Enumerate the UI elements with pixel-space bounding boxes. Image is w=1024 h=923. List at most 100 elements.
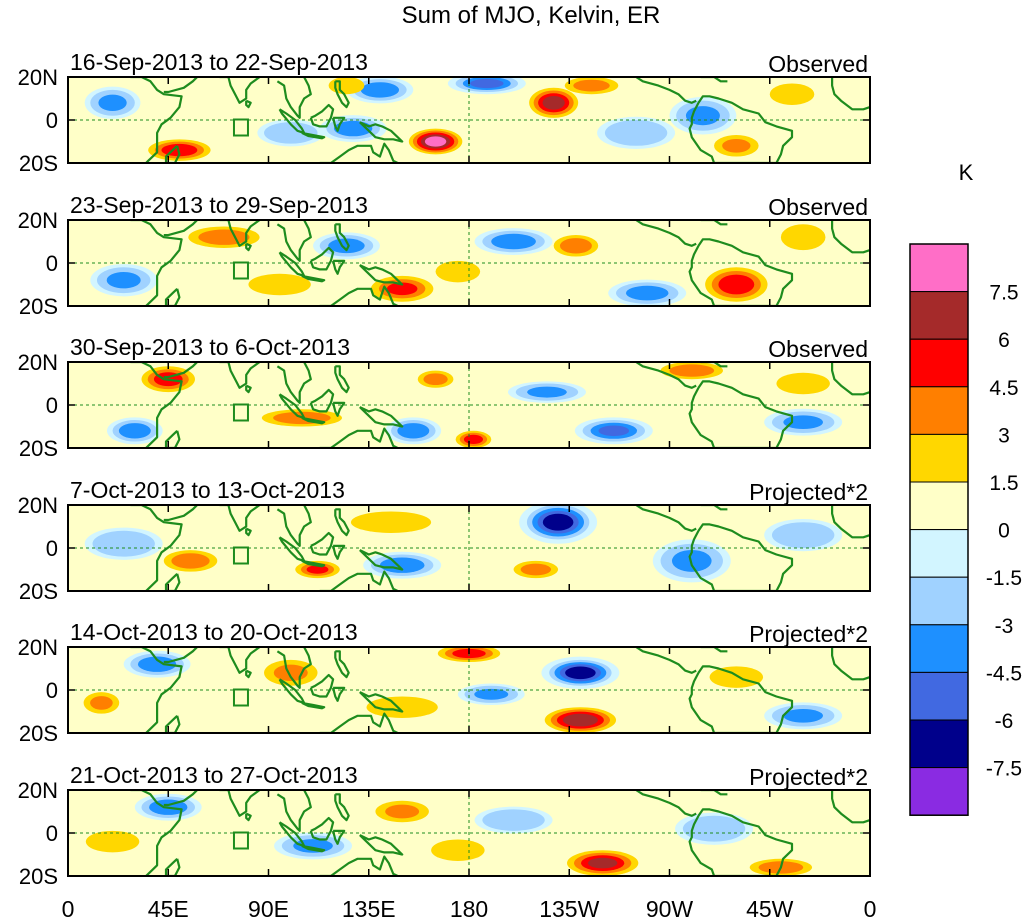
panel-period: 21-Oct-2013 to 27-Oct-2013 bbox=[70, 762, 358, 788]
coastline bbox=[332, 544, 346, 560]
anomaly-feature bbox=[431, 839, 485, 861]
anomaly-feature bbox=[455, 430, 492, 448]
coastline bbox=[309, 673, 335, 698]
contour-band bbox=[542, 513, 574, 531]
colorbar-label: 3 bbox=[998, 424, 1010, 447]
coastline bbox=[130, 362, 183, 448]
contour-band bbox=[783, 708, 823, 723]
coastline bbox=[700, 505, 728, 511]
anomaly-feature bbox=[705, 267, 768, 302]
contour-band bbox=[559, 238, 592, 254]
coastline bbox=[276, 647, 312, 689]
panel-5: 20N 0 20S 14-Oct-2013 to 20-Oct-2013 Project… bbox=[18, 619, 871, 746]
coastline bbox=[130, 220, 183, 306]
contour-band bbox=[198, 229, 250, 245]
coastline bbox=[130, 790, 183, 876]
anomaly-feature bbox=[597, 116, 676, 150]
anomaly-feature bbox=[84, 86, 141, 119]
anomaly-feature bbox=[123, 650, 191, 678]
anomaly-feature bbox=[457, 683, 525, 706]
panel-period: 30-Sep-2013 to 6-Oct-2013 bbox=[70, 334, 350, 360]
panel-4: 20N 0 20S 7-Oct-2013 to 13-Oct-2013 Projecte… bbox=[18, 477, 871, 604]
coastline bbox=[301, 701, 326, 710]
coastline bbox=[130, 647, 183, 733]
contour-band bbox=[379, 557, 425, 573]
x-axis: 0 45E 90E 135E 180 135W 90W 45W 0 bbox=[62, 896, 877, 922]
reference-box bbox=[232, 546, 249, 565]
x-tick-label: 90W bbox=[646, 896, 694, 922]
chart-title: Sum of MJO, Kelvin, ER bbox=[402, 2, 661, 29]
anomaly-feature bbox=[417, 370, 454, 388]
coastline bbox=[319, 570, 399, 591]
anomaly-feature bbox=[669, 96, 737, 135]
y-tick-label: 20N bbox=[18, 778, 58, 803]
anomaly-feature bbox=[574, 417, 653, 445]
panel-period: 7-Oct-2013 to 13-Oct-2013 bbox=[70, 477, 345, 503]
panel-type-label: Observed bbox=[768, 194, 868, 220]
contour-band bbox=[783, 415, 823, 430]
contour-band bbox=[474, 688, 509, 700]
coastline bbox=[700, 77, 728, 83]
contour-band bbox=[118, 423, 151, 439]
coastline bbox=[163, 362, 198, 379]
anomaly-feature bbox=[675, 812, 754, 845]
contour-band bbox=[780, 224, 826, 251]
coastline bbox=[700, 647, 728, 653]
coastline bbox=[301, 131, 326, 140]
contour-band bbox=[328, 77, 365, 95]
coastline bbox=[319, 142, 399, 163]
anomaly-feature bbox=[313, 232, 380, 260]
coastline bbox=[219, 77, 261, 104]
coastline bbox=[309, 388, 335, 413]
contour-band bbox=[771, 522, 835, 548]
y-tick-label: 0 bbox=[46, 108, 58, 133]
anomaly-feature bbox=[780, 224, 826, 251]
contour-band bbox=[776, 372, 830, 395]
coastline bbox=[831, 505, 870, 539]
anomaly-feature bbox=[474, 806, 553, 834]
contour-band bbox=[106, 271, 141, 289]
contour-band bbox=[527, 386, 567, 398]
y-tick-label: 0 bbox=[46, 393, 58, 418]
coastline bbox=[635, 362, 697, 389]
coastline bbox=[309, 531, 335, 556]
coastline bbox=[163, 77, 198, 94]
contour-band bbox=[248, 273, 311, 296]
contour-band bbox=[98, 94, 127, 112]
coastline bbox=[276, 77, 312, 119]
y-tick-label: 20N bbox=[18, 635, 58, 660]
coastline bbox=[332, 686, 346, 702]
colorbar-label: -1.5 bbox=[986, 567, 1022, 590]
coastline bbox=[359, 691, 404, 713]
anomaly-feature bbox=[660, 362, 723, 380]
anomaly-feature bbox=[764, 408, 843, 436]
coastline bbox=[334, 80, 350, 109]
contour-band bbox=[85, 830, 140, 853]
anomaly-feature bbox=[519, 505, 598, 544]
x-tick-label: 45W bbox=[746, 896, 794, 922]
anomaly-feature bbox=[257, 119, 325, 147]
coastlines bbox=[130, 77, 870, 163]
anomaly-feature bbox=[553, 235, 599, 257]
contour-band bbox=[328, 238, 365, 254]
colorbar-label: 6 bbox=[998, 329, 1010, 352]
contour-band bbox=[491, 233, 536, 250]
colorbar-frame bbox=[909, 243, 969, 816]
anomaly-feature bbox=[764, 518, 843, 552]
x-tick-label: 0 bbox=[864, 896, 877, 922]
coastline bbox=[831, 647, 870, 681]
anomaly-feature bbox=[714, 135, 759, 157]
x-tick-label: 135W bbox=[539, 896, 599, 922]
contour-fill bbox=[84, 505, 843, 583]
anomaly-feature bbox=[567, 850, 639, 876]
coastline bbox=[332, 829, 346, 845]
colorbar: K 7.5 6 4.5 3 1.5 0 -1.5 -3 -4.5 -6 -7.5 bbox=[909, 160, 1022, 816]
colorbar-label: -6 bbox=[995, 710, 1014, 733]
coastline bbox=[163, 220, 198, 237]
y-tick-label: 20S bbox=[19, 151, 58, 176]
coastline bbox=[334, 650, 350, 679]
coastline bbox=[359, 121, 404, 143]
contour-band bbox=[470, 78, 504, 89]
anomaly-feature bbox=[776, 372, 830, 395]
reference-box bbox=[232, 831, 249, 850]
